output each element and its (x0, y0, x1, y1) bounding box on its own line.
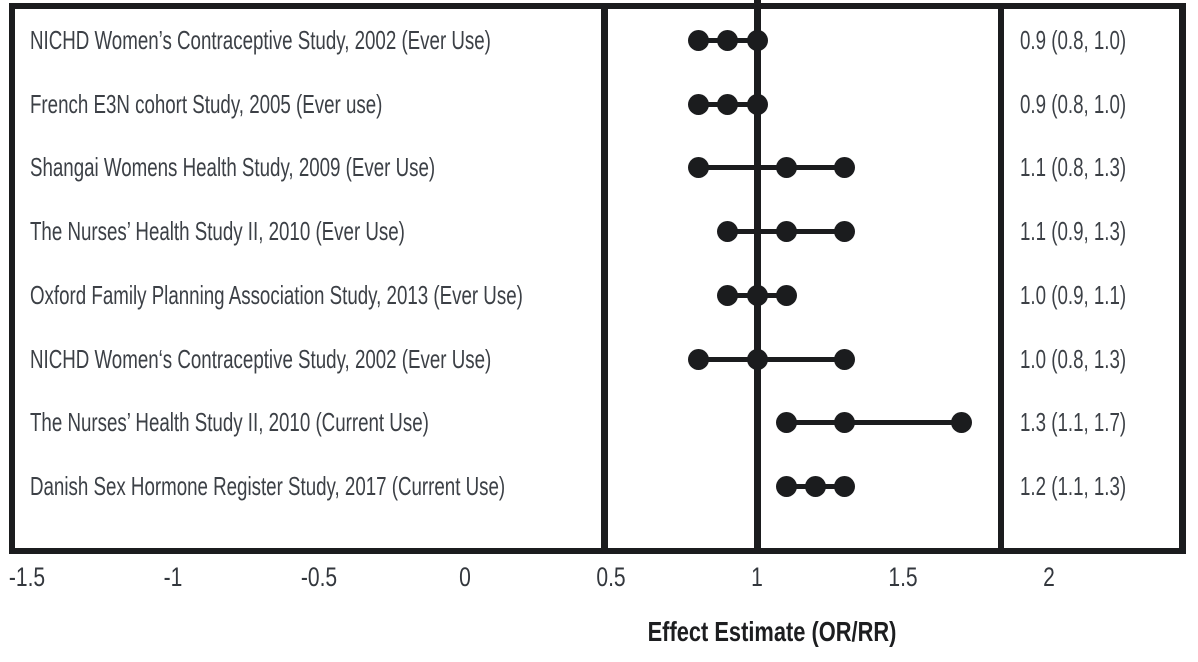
ci-high-dot (834, 476, 855, 497)
point-estimate-dot (776, 157, 797, 178)
study-label: NICHD Women’s Contraceptive Study, 2002 … (30, 25, 491, 55)
point-estimate-dot (834, 412, 855, 433)
estimate-value: 1.1 (0.9, 1.3) (1020, 216, 1127, 246)
ci-high-dot (747, 30, 768, 51)
study-panel-divider-line (601, 3, 608, 554)
x-axis-tick-label: 1.5 (888, 562, 918, 592)
estimate-value: 1.1 (0.8, 1.3) (1020, 152, 1127, 182)
point-estimate-dot (717, 30, 738, 51)
ci-high-dot (834, 349, 855, 370)
x-axis-tick-label: -1.5 (8, 562, 46, 592)
ci-low-dot (688, 349, 709, 370)
study-label: Shangai Womens Health Study, 2009 (Ever … (30, 152, 436, 182)
ci-high-dot (776, 285, 797, 306)
study-label: French E3N cohort Study, 2005 (Ever use) (30, 89, 383, 119)
x-axis-tick-label: 0.5 (596, 562, 626, 592)
x-axis-tick-label: 2 (1043, 562, 1055, 592)
ci-high-dot (951, 412, 972, 433)
ci-low-dot (688, 30, 709, 51)
ci-low-dot (776, 412, 797, 433)
study-label: Danish Sex Hormone Register Study, 2017 … (30, 471, 506, 501)
study-label: The Nurses’ Health Study II, 2010 (Ever … (30, 216, 405, 246)
x-axis-tick-label: -1 (163, 562, 183, 592)
estimate-value: 1.2 (1.1, 1.3) (1020, 471, 1127, 501)
ci-low-dot (688, 157, 709, 178)
point-estimate-dot (776, 221, 797, 242)
point-estimate-dot (747, 349, 768, 370)
ci-low-dot (717, 285, 738, 306)
ci-high-dot (834, 221, 855, 242)
estimate-value: 0.9 (0.8, 1.0) (1020, 89, 1127, 119)
confidence-interval-line (699, 165, 845, 170)
point-estimate-dot (805, 476, 826, 497)
estimate-value: 1.0 (0.8, 1.3) (1020, 344, 1127, 374)
study-label: The Nurses’ Health Study II, 2010 (Curre… (30, 407, 429, 437)
estimates-panel-border (998, 3, 1185, 554)
estimate-value: 0.9 (0.8, 1.0) (1020, 25, 1127, 55)
point-estimate-dot (747, 285, 768, 306)
study-label: NICHD Women‘s Contraceptive Study, 2002 … (30, 344, 492, 374)
ci-low-dot (717, 221, 738, 242)
confidence-interval-line (699, 357, 845, 362)
reference-line (754, 0, 761, 554)
ci-high-dot (747, 94, 768, 115)
estimate-value: 1.3 (1.1, 1.7) (1020, 407, 1127, 437)
ci-high-dot (834, 157, 855, 178)
x-axis-tick-label: 0 (459, 562, 471, 592)
ci-low-dot (776, 476, 797, 497)
study-label: Oxford Family Planning Association Study… (30, 280, 523, 310)
ci-low-dot (688, 94, 709, 115)
x-axis-tick-label: 1 (751, 562, 763, 592)
x-axis-tick-label: -0.5 (300, 562, 338, 592)
confidence-interval-line (786, 420, 961, 425)
x-axis-title: Effect Estimate (OR/RR) (647, 616, 897, 647)
estimate-value: 1.0 (0.9, 1.1) (1020, 280, 1127, 310)
point-estimate-dot (717, 94, 738, 115)
